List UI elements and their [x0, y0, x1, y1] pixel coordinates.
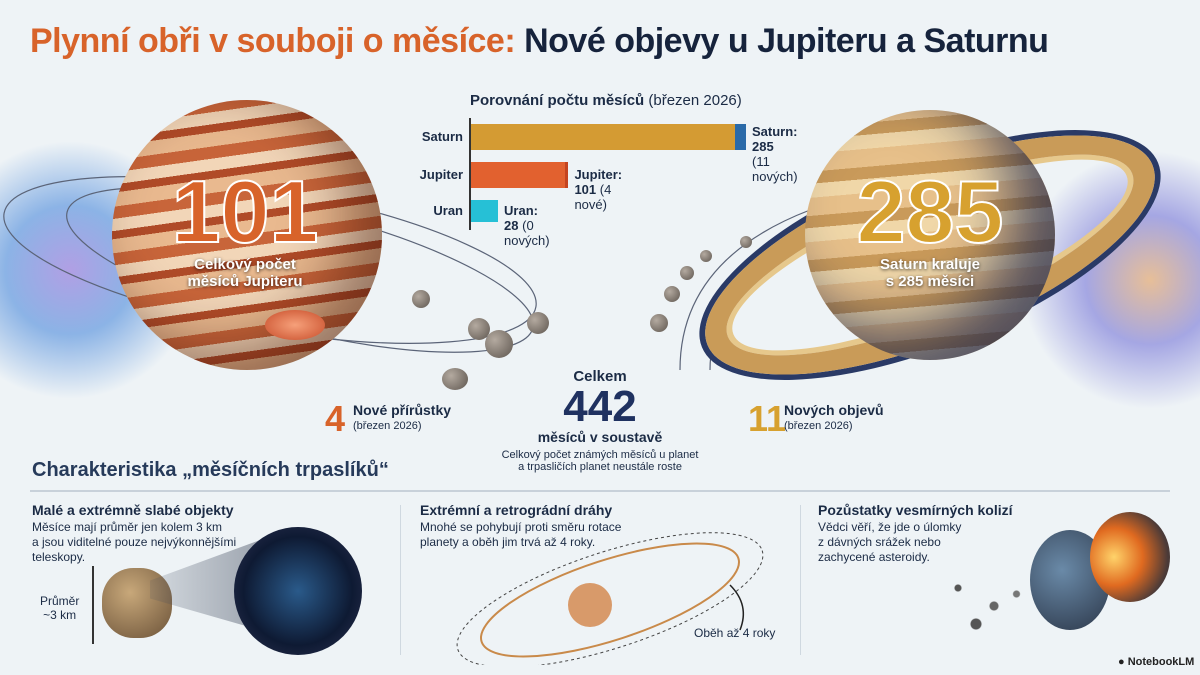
category-label: Uran	[433, 203, 463, 218]
column-divider	[800, 505, 801, 655]
bar-segment-new	[735, 124, 746, 150]
diameter-marker	[92, 566, 94, 644]
diameter-label: Průměr ~3 km	[40, 594, 80, 622]
characteristic-collisions: Pozůstatky vesmírných kolizí Vědci věří,…	[818, 502, 1013, 564]
data-label: Saturn: 285 (11 nových)	[752, 124, 798, 184]
data-label: Uran: 28 (0 nových)	[504, 203, 550, 248]
bar-segment-existing	[471, 162, 565, 188]
great-red-spot	[265, 310, 325, 340]
characteristic-orbits: Extrémní a retrográdní dráhy Mnohé se po…	[420, 502, 622, 549]
retrograde-orbit-diagram	[456, 532, 764, 665]
moon	[468, 318, 490, 340]
characteristic-small: Malé a extrémně slabé objekty Měsíce maj…	[32, 502, 237, 564]
moon	[664, 286, 680, 302]
title-part1: Plynní obři v souboji o měsíce:	[30, 22, 516, 60]
page-title: Plynní obři v souboji o měsíce: Nové obj…	[30, 22, 1049, 61]
total-block: Celkem 442 měsíců v soustavě Celkový poč…	[501, 368, 699, 473]
orbit-label: Oběh až 4 roky	[694, 626, 776, 640]
moon	[700, 250, 712, 262]
section-heading: Charakteristika „měsíčních trpaslíků“	[32, 459, 389, 481]
moon	[527, 312, 549, 334]
divider	[30, 490, 1170, 492]
debris	[940, 576, 1030, 636]
chart-axis	[469, 118, 471, 230]
moon	[442, 368, 468, 390]
saturn-count: 285	[856, 162, 1005, 261]
jupiter-new: 4 Nové přírůstky (březen 2026)	[325, 398, 452, 439]
moon	[740, 236, 752, 248]
saturn-new: 11 Nových objevů (březen 2026)	[748, 398, 884, 439]
saturn-caption: Saturn kraluje s 285 měsíci	[879, 256, 981, 290]
bar-segment-new	[564, 162, 569, 188]
saturn-planet	[805, 110, 1055, 360]
telescope-lens-icon	[234, 527, 362, 655]
jupiter-count: 101	[171, 162, 320, 261]
collision-explosion	[1090, 512, 1170, 602]
bar-segment-existing	[471, 200, 499, 222]
category-label: Jupiter	[419, 167, 463, 182]
bar-segment-existing	[471, 124, 736, 150]
moon	[412, 290, 430, 308]
moon	[650, 314, 668, 332]
chart-title: Porovnání počtu měsíců (březen 2026)	[470, 92, 742, 109]
notebooklm-watermark: ● NotebookLM	[1118, 656, 1195, 668]
title-part2: Nové objevy u Jupiteru a Saturnu	[524, 22, 1049, 60]
column-divider	[400, 505, 401, 655]
asteroid-image	[102, 568, 172, 638]
jupiter-caption: Celkový počet měsíců Jupiteru	[187, 256, 303, 290]
jupiter-planet	[112, 100, 382, 370]
data-label: Jupiter: 101 (4 nové)	[574, 167, 623, 212]
moon	[680, 266, 694, 280]
category-label: Saturn	[421, 129, 463, 144]
moon	[485, 330, 513, 358]
